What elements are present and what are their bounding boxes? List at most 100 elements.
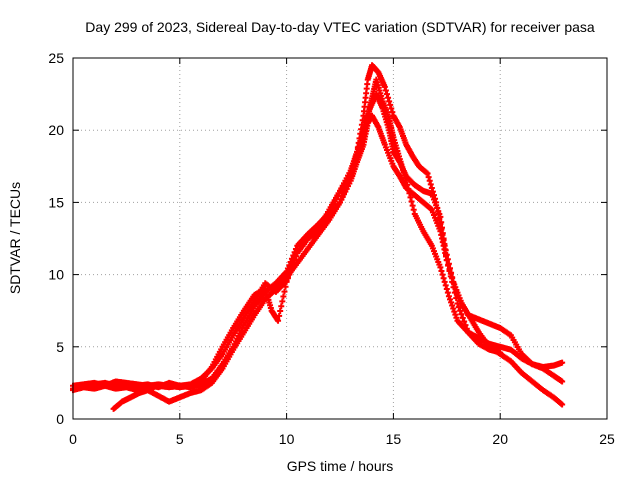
data-point bbox=[403, 177, 410, 184]
y-axis-label: SDTVAR / TECUs bbox=[7, 182, 23, 294]
data-point bbox=[287, 258, 294, 265]
data-point bbox=[292, 245, 299, 252]
series-track-4 bbox=[110, 62, 566, 412]
data-point bbox=[453, 314, 460, 321]
data-point bbox=[448, 269, 455, 276]
data-point bbox=[445, 260, 452, 267]
data-points bbox=[70, 62, 566, 412]
data-point bbox=[343, 183, 350, 190]
data-point bbox=[428, 184, 435, 191]
x-tick-label: 20 bbox=[492, 431, 508, 447]
data-point bbox=[424, 170, 431, 177]
data-point bbox=[449, 302, 456, 309]
x-tick-label: 10 bbox=[279, 431, 295, 447]
data-point bbox=[409, 202, 416, 209]
data-point bbox=[432, 195, 439, 202]
data-point bbox=[434, 204, 441, 211]
data-point bbox=[337, 199, 343, 206]
data-point bbox=[455, 304, 462, 311]
data-point bbox=[281, 288, 288, 295]
data-point bbox=[452, 311, 459, 318]
data-point bbox=[286, 262, 293, 269]
data-point bbox=[284, 265, 291, 272]
data-point bbox=[444, 256, 451, 263]
data-point bbox=[449, 274, 456, 281]
data-point bbox=[277, 308, 284, 315]
data-point bbox=[386, 98, 393, 105]
data-point bbox=[437, 264, 444, 271]
data-point bbox=[291, 249, 298, 256]
data-point bbox=[282, 283, 289, 290]
data-point bbox=[288, 255, 295, 262]
x-tick-label: 5 bbox=[176, 431, 184, 447]
data-point bbox=[439, 271, 446, 278]
x-tick-label: 0 bbox=[69, 431, 77, 447]
data-point bbox=[342, 186, 349, 193]
y-tick-label: 15 bbox=[48, 194, 64, 210]
data-point bbox=[407, 194, 414, 201]
data-point bbox=[338, 196, 345, 203]
data-point bbox=[382, 87, 389, 94]
data-point bbox=[441, 242, 448, 249]
data-point bbox=[442, 247, 449, 254]
data-point bbox=[440, 237, 447, 244]
data-point bbox=[441, 278, 448, 285]
data-point bbox=[387, 101, 394, 108]
data-point bbox=[459, 314, 466, 321]
data-point bbox=[447, 265, 454, 272]
data-point bbox=[440, 275, 447, 282]
data-point bbox=[425, 174, 432, 181]
data-point bbox=[436, 215, 443, 222]
data-point bbox=[290, 252, 297, 259]
grid-lines bbox=[73, 58, 607, 419]
data-point bbox=[450, 305, 457, 312]
data-point bbox=[410, 206, 417, 213]
y-tick-label: 5 bbox=[56, 339, 64, 355]
data-point bbox=[429, 188, 436, 195]
x-tick-label: 25 bbox=[599, 431, 615, 447]
axis-ticks: 0 5 10 15 20 25 0 5 10 15 20 25 bbox=[48, 50, 615, 447]
data-point bbox=[276, 312, 283, 319]
data-point bbox=[278, 303, 285, 310]
data-point bbox=[461, 318, 468, 325]
data-point bbox=[383, 91, 390, 98]
data-point bbox=[438, 226, 445, 233]
data-point bbox=[438, 267, 445, 274]
data-point bbox=[451, 308, 458, 315]
y-tick-label: 25 bbox=[48, 50, 64, 66]
data-point bbox=[385, 94, 392, 101]
data-point bbox=[345, 179, 352, 186]
data-point bbox=[280, 293, 287, 300]
data-point bbox=[279, 298, 286, 305]
data-point bbox=[458, 311, 465, 318]
data-point bbox=[430, 192, 437, 199]
data-point bbox=[433, 199, 440, 206]
data-point bbox=[444, 289, 451, 296]
data-point bbox=[275, 317, 282, 324]
y-tick-label: 10 bbox=[48, 267, 64, 283]
data-point bbox=[448, 299, 455, 306]
data-point bbox=[445, 293, 452, 300]
data-point bbox=[341, 189, 348, 196]
data-point bbox=[559, 378, 566, 385]
y-tick-label: 0 bbox=[56, 411, 64, 427]
data-point bbox=[559, 401, 566, 408]
data-point bbox=[404, 181, 411, 188]
data-point bbox=[442, 282, 449, 289]
data-point bbox=[457, 307, 464, 314]
data-point bbox=[427, 181, 434, 188]
data-point bbox=[443, 286, 450, 293]
x-tick-label: 15 bbox=[386, 431, 402, 447]
data-point bbox=[426, 177, 433, 184]
data-point bbox=[346, 176, 353, 183]
series-track-2 bbox=[70, 91, 504, 391]
data-point bbox=[405, 186, 412, 193]
data-point bbox=[406, 190, 413, 197]
y-tick-label: 20 bbox=[48, 122, 64, 138]
data-point bbox=[559, 359, 566, 366]
data-point bbox=[435, 210, 442, 217]
data-point bbox=[408, 198, 415, 205]
data-point bbox=[389, 109, 396, 116]
data-point bbox=[339, 192, 346, 199]
